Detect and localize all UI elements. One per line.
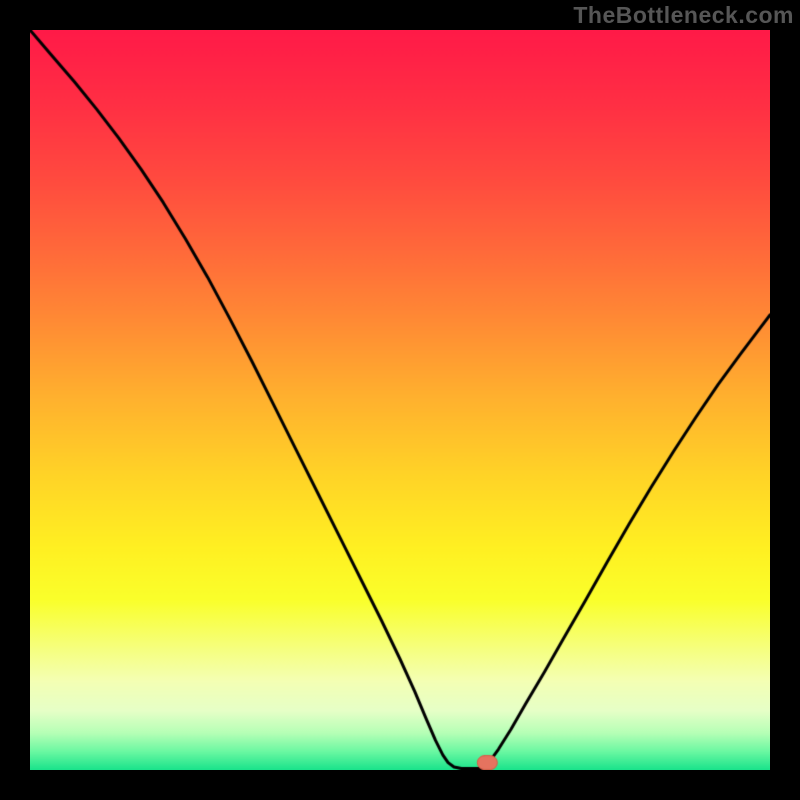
watermark-text: TheBottleneck.com — [573, 2, 794, 29]
plot-area — [30, 30, 770, 770]
bottleneck-curve-canvas — [30, 30, 770, 770]
chart-container: TheBottleneck.com — [0, 0, 800, 800]
